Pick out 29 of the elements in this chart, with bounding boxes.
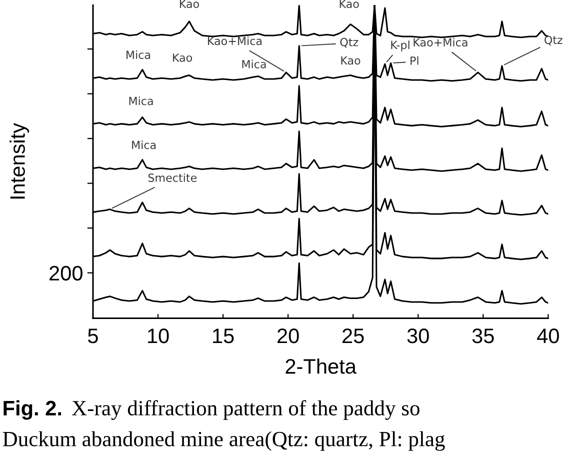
x-tick-label: 35 [472, 328, 494, 344]
annotation: K-pl [391, 40, 410, 52]
annotation: Mica [126, 50, 150, 59]
annotation: Mica [242, 60, 266, 68]
x-tick-label: 10 [148, 328, 169, 344]
caption: Fig. 2. [4, 400, 62, 420]
x-tick-label: 20 [278, 328, 299, 344]
annotation: Mica [132, 140, 156, 150]
text: Duckum abandoned mine area(Qtz: quartz, Pl: plag [2, 431, 445, 451]
x-tick-label: 40 [537, 328, 559, 344]
x-tick-label: 30 [407, 328, 429, 344]
y-axis-title: Intensity [10, 122, 30, 199]
annotation: Smectite [148, 173, 197, 182]
annotation: Kao [341, 56, 360, 65]
annotation: Mica [129, 96, 153, 106]
x-tick-label: 25 [342, 328, 364, 344]
x-tick-label: 15 [213, 328, 234, 344]
text: 200 [50, 266, 82, 281]
annotation: Kao+Mica [414, 38, 468, 47]
text: X-ray diffraction pattern of the paddy so [72, 400, 420, 420]
annotation: Pl [410, 56, 418, 65]
annotation: Qtz [340, 38, 358, 48]
annotation: Kao [180, 0, 199, 8]
x-tick-label: 5 [88, 328, 98, 344]
x-axis-title: 2-Theta [286, 358, 356, 374]
annotation: Kao+Mica [208, 36, 262, 46]
annotation: Qtz [544, 36, 562, 46]
annotation: Kao [340, 0, 359, 8]
annotation: Kao [173, 54, 192, 62]
